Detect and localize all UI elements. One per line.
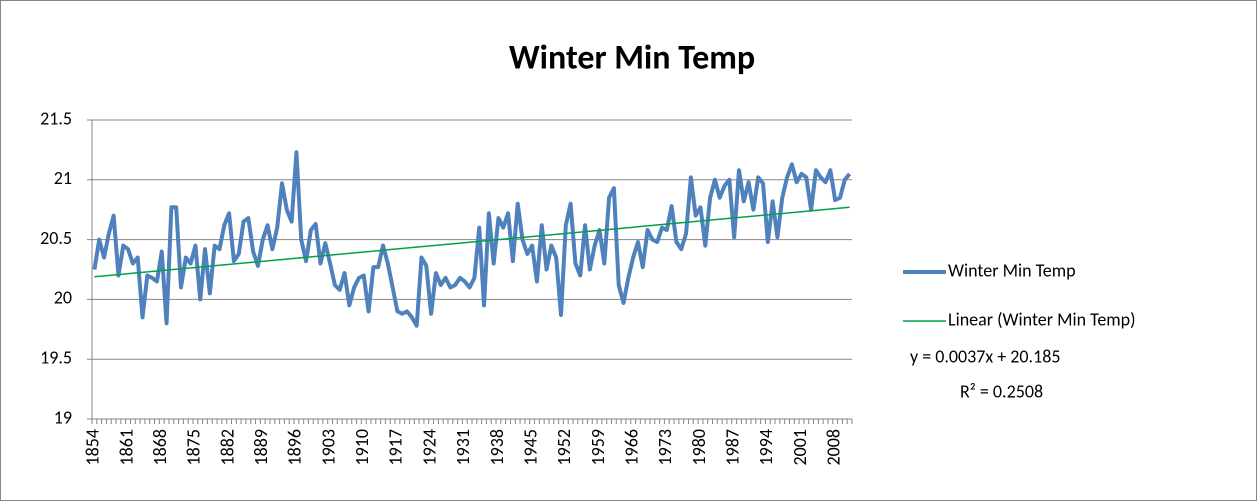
x-tick-label: 1896 [284, 429, 306, 466]
x-tick-label: 1987 [721, 429, 743, 466]
x-tick-label: 1868 [149, 429, 171, 466]
x-tick-label: 1966 [620, 429, 642, 466]
trendline [94, 206, 850, 278]
data-line [92, 150, 852, 328]
x-tick-label: 1959 [587, 429, 609, 466]
x-tick-label: 1952 [553, 429, 575, 466]
y-tick-label: 19.5 [40, 346, 72, 368]
trend-r-squared: R² = 0.2508 [960, 380, 1043, 402]
x-tick-label: 1903 [317, 429, 339, 466]
x-tick-label: 1924 [418, 429, 440, 466]
chart-title: Winter Min Temp [509, 37, 755, 78]
x-tick-label: 2001 [789, 429, 811, 466]
x-tick-label: 1882 [216, 429, 238, 466]
x-tick-label: 1994 [755, 429, 777, 466]
x-tick-label: 1973 [654, 429, 676, 466]
y-tick-label: 19 [54, 406, 72, 428]
x-tick-label: 1931 [452, 429, 474, 466]
y-tick-label: 21 [54, 167, 72, 189]
x-tick-label: 1861 [115, 429, 137, 466]
y-tick-label: 20 [54, 287, 72, 309]
x-tick-label: 1980 [688, 429, 710, 466]
x-tick-label: 1875 [183, 429, 205, 466]
legend-label: Linear (Winter Min Temp) [948, 308, 1136, 330]
x-tick-label: 1854 [82, 429, 104, 466]
x-tick-label: 1945 [519, 429, 541, 466]
legend-label: Winter Min Temp [948, 259, 1076, 281]
y-tick-label: 21.5 [40, 107, 72, 129]
x-tick-label: 1917 [385, 429, 407, 466]
x-tick-label: 2008 [822, 429, 844, 466]
y-tick-label: 20.5 [40, 227, 72, 249]
x-tick-label: 1938 [486, 429, 508, 466]
trend-equation: y = 0.0037x + 20.185 [910, 345, 1060, 367]
x-tick-label: 1910 [351, 429, 373, 466]
x-tick-label: 1889 [250, 429, 272, 466]
